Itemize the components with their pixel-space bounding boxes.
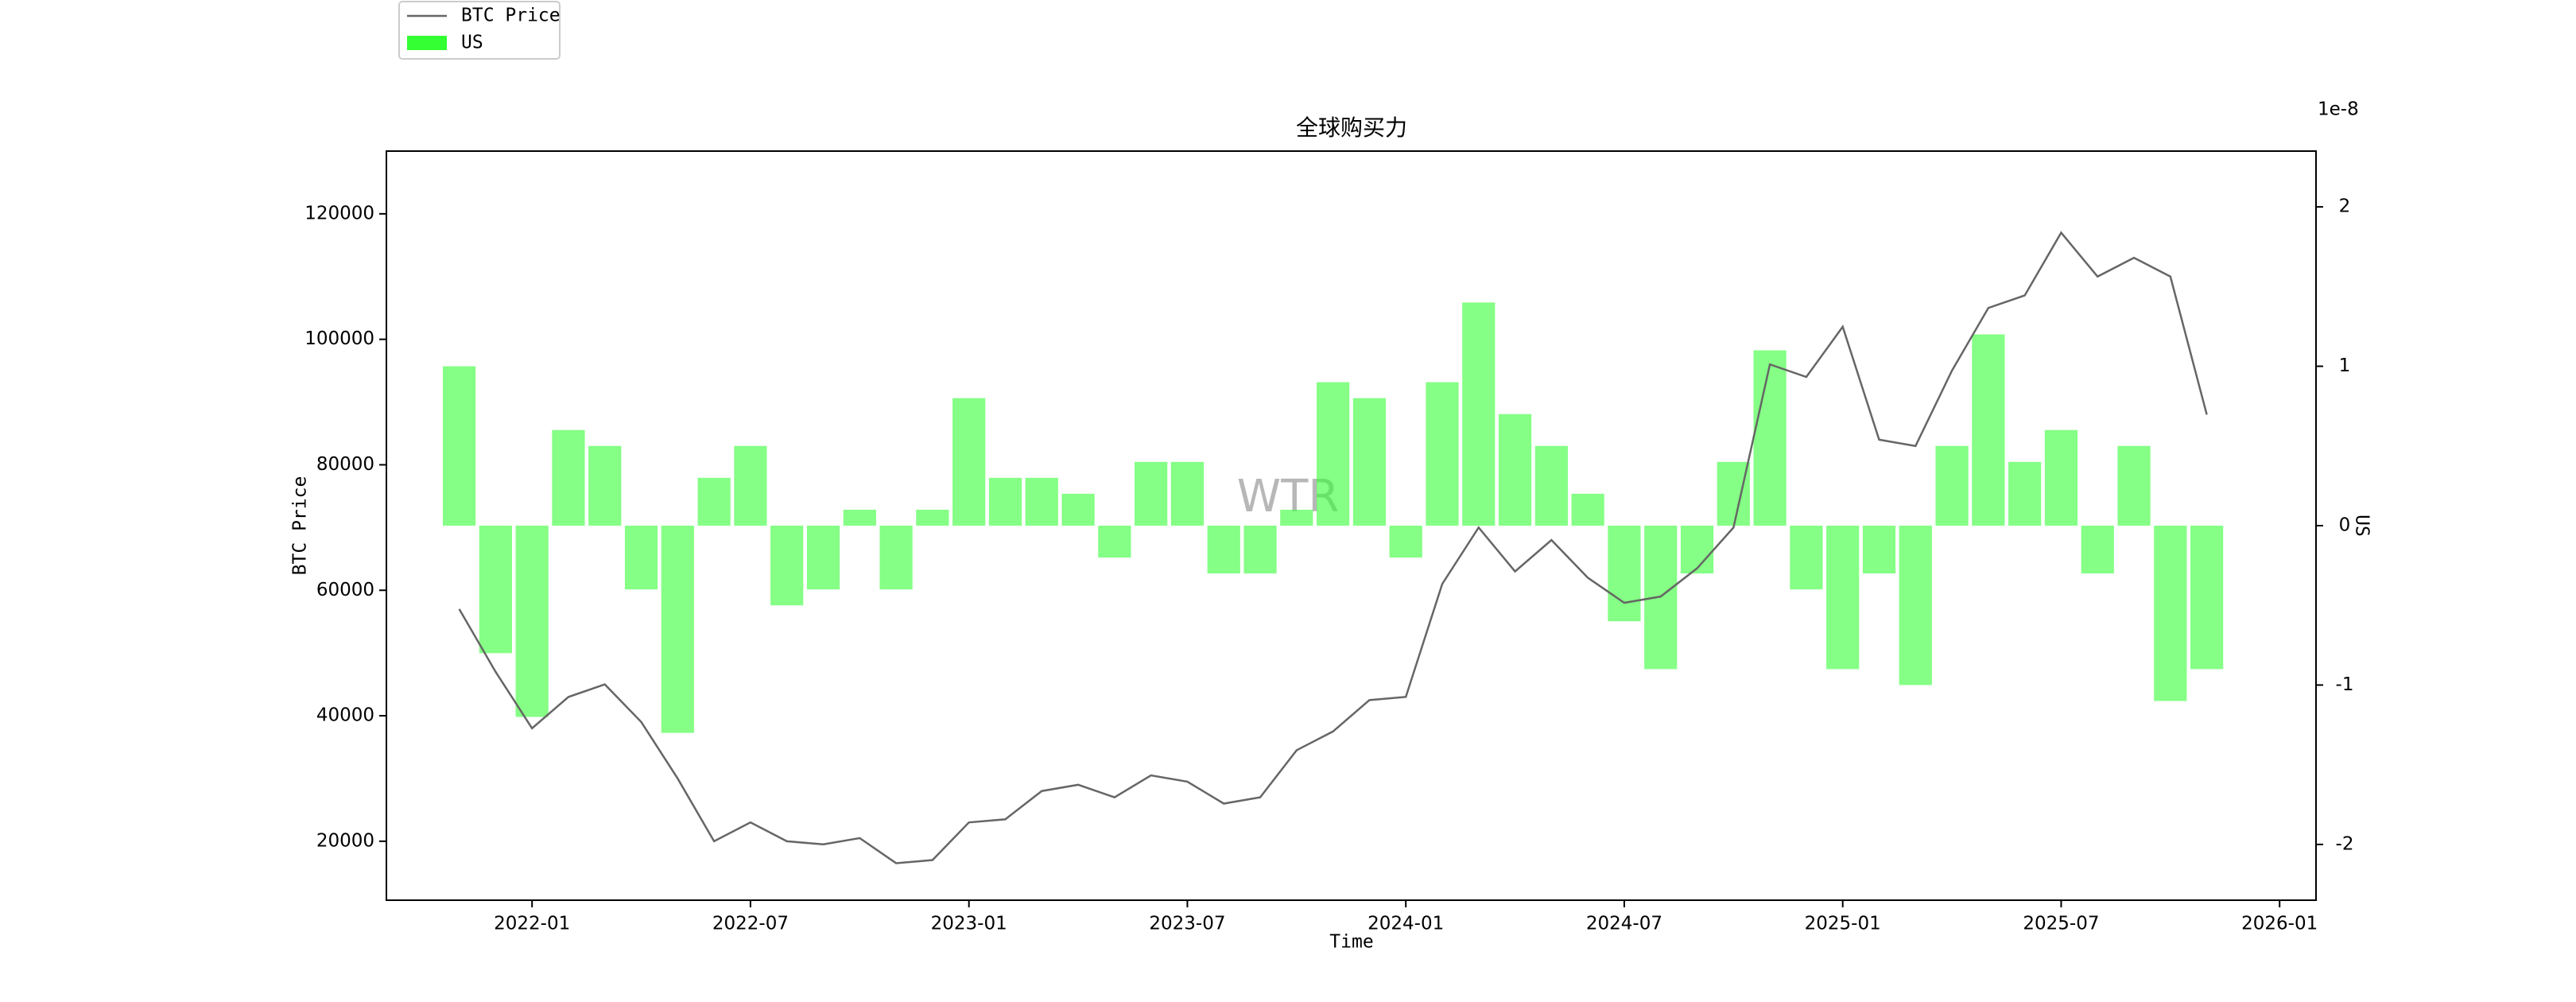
y-tick-label: 20000 — [316, 830, 374, 851]
x-axis-label: Time — [1329, 932, 1373, 953]
bar — [624, 526, 658, 590]
x-tick-label: 2024-07 — [1586, 914, 1662, 934]
bar — [2190, 526, 2224, 670]
y2-tick-label: -1 — [2336, 674, 2354, 695]
bar — [1717, 461, 1750, 526]
bar — [1935, 445, 1969, 526]
bar — [734, 445, 767, 526]
y2-axis-label: US — [2352, 515, 2372, 537]
bar — [552, 429, 585, 526]
bar — [1972, 334, 2005, 526]
price-line — [458, 231, 2208, 864]
x-tick-label: 2025-07 — [2023, 914, 2099, 934]
bar — [1498, 414, 1532, 526]
bar — [661, 526, 694, 733]
bar — [2008, 461, 2042, 526]
bar — [916, 509, 949, 526]
bar — [515, 526, 549, 717]
x-tick-label: 2025-01 — [1805, 914, 1881, 934]
bar — [952, 398, 986, 526]
bar — [1243, 526, 1277, 574]
bar — [1571, 493, 1604, 526]
y2-tick-label: 1 — [2339, 355, 2351, 376]
x-tick-label: 2022-07 — [712, 914, 789, 934]
bar — [1025, 477, 1058, 526]
bar — [879, 526, 913, 590]
y2-tick-label: 2 — [2339, 196, 2351, 217]
bar — [2044, 429, 2078, 526]
y2-offset: 1e-8 — [2318, 99, 2359, 120]
bar — [2081, 526, 2114, 574]
bar — [697, 477, 731, 526]
bar — [479, 526, 512, 654]
bar — [1170, 461, 1205, 526]
bar — [1207, 526, 1240, 574]
y2-tick-label: 0 — [2339, 515, 2351, 536]
bar — [843, 509, 876, 526]
bar — [1462, 302, 1496, 526]
y2-tick-label: -2 — [2336, 833, 2354, 854]
y-tick-label: 40000 — [316, 705, 374, 726]
bar — [1790, 526, 1823, 590]
bar — [806, 526, 840, 590]
bar — [1098, 526, 1131, 558]
chart-title: 全球购买力 — [1296, 115, 1407, 141]
bar — [442, 366, 476, 526]
x-tick-label: 2023-01 — [931, 914, 1007, 934]
legend-swatch — [407, 36, 447, 50]
bar — [588, 445, 622, 526]
bar — [1280, 509, 1313, 526]
y-axis-label: BTC Price — [290, 476, 311, 576]
bar — [2117, 445, 2151, 526]
bar — [1534, 445, 1568, 526]
bar — [1680, 526, 1714, 574]
y-tick-label: 120000 — [305, 203, 374, 223]
bar — [1135, 461, 1168, 526]
bar — [1753, 350, 1787, 526]
y-tick-label: 100000 — [305, 328, 374, 349]
y-tick-label: 60000 — [316, 580, 374, 600]
bar — [1899, 526, 1932, 685]
bar — [1608, 526, 1641, 622]
bar — [1352, 398, 1387, 526]
x-tick-label: 2023-07 — [1149, 914, 1225, 934]
bar — [770, 526, 804, 606]
x-tick-label: 2022-01 — [494, 914, 570, 934]
legend-label: US — [461, 33, 483, 53]
bar — [1862, 526, 1896, 574]
bar — [988, 477, 1022, 526]
x-tick-label: 2024-01 — [1368, 914, 1444, 934]
bar — [1061, 493, 1095, 526]
bar — [1389, 526, 1422, 558]
bar — [1426, 382, 1459, 526]
bar — [2154, 526, 2187, 701]
bar — [1826, 526, 1860, 670]
x-tick-label: 2026-01 — [2241, 914, 2318, 934]
y-tick-label: 80000 — [316, 454, 374, 475]
bar — [1316, 382, 1350, 526]
legend-label: BTC Price — [461, 6, 561, 26]
